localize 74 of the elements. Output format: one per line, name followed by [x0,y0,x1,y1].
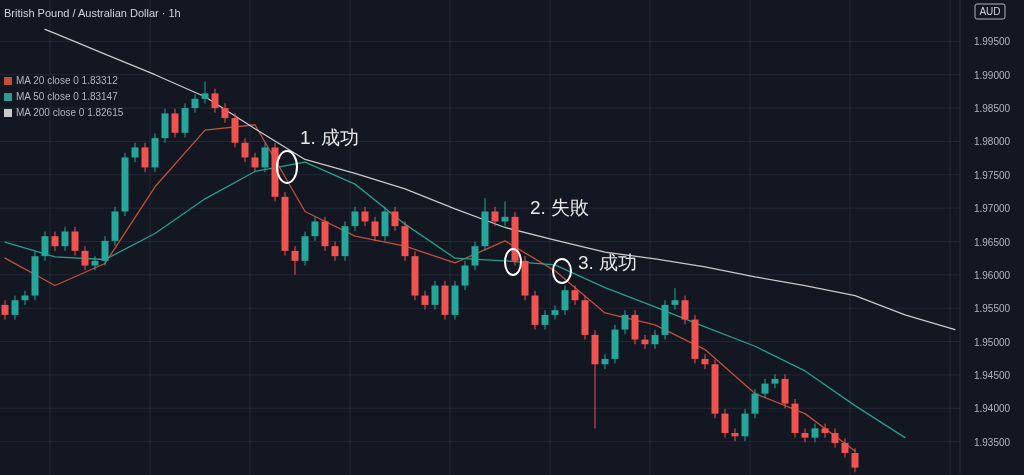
candlestick [471,241,479,271]
y-tick-label: 1.98500 [973,103,1011,115]
candlestick [131,142,139,163]
y-tick-label: 1.97000 [973,203,1011,215]
y-tick-label: 1.99000 [973,69,1011,81]
candlestick [771,373,779,389]
y-tick-label: 1.98000 [973,136,1011,148]
candlestick [421,290,429,311]
y-tick-label: 1.93500 [973,436,1011,448]
candlestick [51,231,59,252]
candlestick [551,305,559,321]
candlestick [221,102,229,124]
candlestick [41,231,49,262]
candlestick [141,142,149,173]
candlestick [361,206,369,227]
line-series [4,124,856,452]
candlestick [761,378,769,399]
annotation: 1. 成功 [300,127,360,148]
candlestick [211,88,219,114]
candlestick [831,427,839,449]
candlestick [701,353,709,370]
candlestick [431,280,439,311]
y-tick-label: 1.99500 [973,36,1011,48]
candlestick [311,216,319,242]
candlestick [71,226,79,257]
candlestick [371,216,379,242]
candlestick [841,437,849,459]
candlestick [681,295,689,325]
candlestick [571,285,579,306]
candlestick [671,287,679,311]
candlestick [101,235,109,267]
legend-label: MA 200 close 0 1.82615 [16,107,124,118]
annotation: 3. 成功 [578,252,638,273]
y-tick-label: 1.97500 [973,169,1011,181]
candlestick [11,295,19,321]
legend-label: MA 20 close 0 1.83312 [16,75,119,86]
y-tick-label: 1.94500 [973,369,1011,381]
y-axis-title: AUD [979,6,1001,17]
candlestick [821,423,829,439]
candlestick [621,309,629,335]
candlestick [851,447,859,473]
y-tick-label: 1.95000 [973,336,1011,348]
candlestick [1,299,9,321]
candlestick [801,427,809,443]
candlestick [331,241,339,262]
candlestick [251,152,259,173]
candlestick [391,206,399,232]
candlestick [741,408,749,442]
text: British Pound / Australian Dollar · 1h [4,7,181,19]
candlestick [291,245,299,276]
candlestick [201,80,209,104]
candlestick [651,329,659,350]
candlestick [751,388,759,419]
candlestick [721,408,729,439]
candlestick [541,309,549,331]
annotation: 2. 失敗 [530,197,590,218]
candlestick [91,255,99,271]
candlestick [61,226,69,252]
candlestick [241,137,249,163]
candlestick [601,353,609,370]
y-tick-label: 1.95500 [973,303,1011,315]
candlestick [351,206,359,232]
y-tick-label: 1.96500 [973,236,1011,248]
candlestick [191,93,199,114]
candlestick [731,427,739,442]
legend-label: MA 50 close 0 1.83147 [16,91,119,102]
candlestick [81,245,89,271]
y-tick-label: 1.94000 [973,403,1011,415]
candlestick [561,285,569,316]
candlestick [171,108,179,138]
candlestick [491,206,499,227]
y-tick-label: 1.96000 [973,269,1011,281]
candlestick [811,423,819,443]
candlestick [461,260,469,291]
